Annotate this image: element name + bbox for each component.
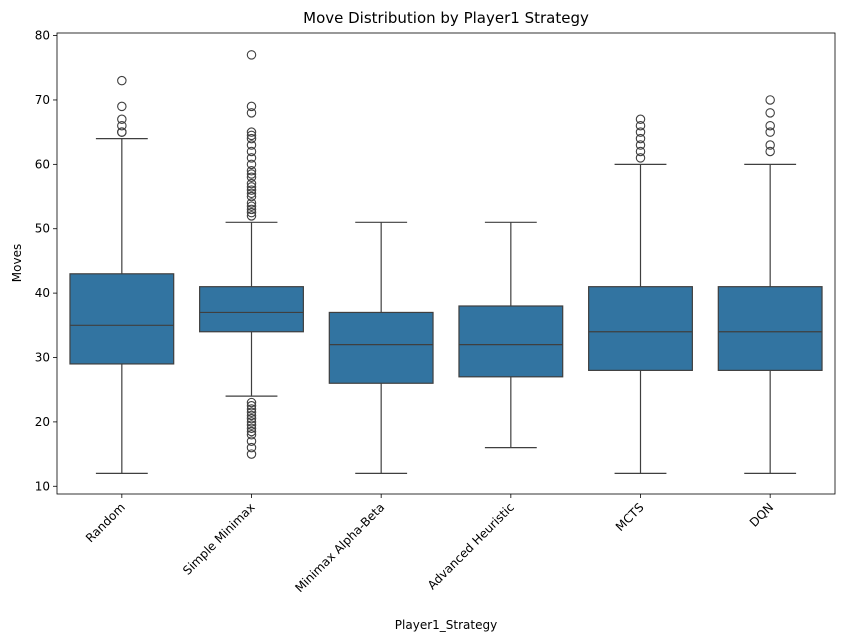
outlier-point [246,401,257,411]
x-tick-label: Minimax Alpha-Beta [292,500,387,595]
outlier-point [246,207,257,218]
y-axis: 10 20 30 40 50 60 70 80 [35,29,57,493]
outlier-point [246,153,257,163]
box-group [458,221,564,449]
outlier-point [246,140,257,150]
outlier-point [246,410,257,421]
outlier-point [246,146,257,157]
iqr-box [717,286,823,371]
outlier-point [246,172,257,182]
outlier-point [246,198,257,208]
outlier-point [765,120,775,131]
x-axis: Random Simple Minimax Minimax Alpha-Beta Ad… [83,494,776,595]
outlier-point [246,182,257,192]
y-tick-label: 30 [35,351,50,365]
box-group [69,75,175,474]
iqr-box [328,311,434,384]
box-group [328,221,434,474]
outlier-point [765,140,775,150]
outlier-point [635,133,646,144]
outlier-point [635,140,646,150]
outlier-point [765,108,775,118]
outlier-point [246,430,257,440]
y-tick-label: 60 [35,157,50,171]
outlier-point [246,133,257,144]
outlier-point [635,153,646,163]
outlier-point [246,413,257,424]
outlier-point [246,423,257,434]
outlier-point [246,50,257,60]
outlier-point [246,404,257,414]
outlier-point [246,397,257,408]
outlier-point [246,436,257,446]
y-tick-label: 50 [35,222,50,236]
outlier-point [246,188,257,199]
outlier-point [765,146,775,157]
x-tick-label: DQN [747,500,776,529]
outlier-point [246,130,257,141]
outlier-point [246,417,257,427]
outlier-point [246,169,257,179]
boxes [69,50,823,474]
box-group [199,50,304,459]
outlier-point [246,420,257,430]
box-group [717,95,823,474]
outlier-point [117,120,127,131]
outlier-point [246,407,257,417]
x-tick-label: Random [83,500,128,545]
outlier-point [246,159,257,170]
outlier-point [246,185,257,195]
x-tick-label: Advanced Heuristic [425,500,517,592]
iqr-box [588,286,693,371]
x-tick-label: Simple Minimax [180,500,257,577]
outlier-point [117,101,127,112]
y-tick-label: 40 [35,286,50,300]
outlier-point [117,127,127,137]
x-axis-label: Player1_Strategy [395,618,497,632]
outlier-point [246,108,257,118]
y-tick-label: 20 [35,415,50,429]
outlier-point [635,146,646,157]
box-group [588,114,693,474]
outlier-point [117,114,127,125]
outlier-point [117,75,127,86]
iqr-box [199,286,304,333]
outlier-point [246,127,257,137]
iqr-box [69,273,175,365]
plot-frame [56,32,836,495]
y-axis-label: Moves [10,244,24,282]
outlier-point [246,101,257,112]
y-tick-label: 10 [35,479,50,493]
outlier-point [246,201,257,211]
y-tick-label: 80 [35,29,50,43]
chart-title: Move Distribution by Player1 Strategy [303,9,589,27]
outlier-point [246,426,257,437]
outlier-point [246,211,257,221]
outlier-point [635,127,646,137]
outlier-point [635,120,646,131]
outlier-point [246,449,257,459]
outlier-point [246,442,257,453]
outlier-point [635,114,646,125]
outlier-point [765,127,775,137]
outlier-point [246,178,257,189]
iqr-box [458,305,564,378]
outlier-point [246,166,257,176]
outlier-point [765,95,775,105]
outlier-point [246,204,257,215]
outlier-point [246,191,257,202]
y-tick-label: 70 [35,93,50,107]
x-tick-label: MCTS [613,500,647,534]
